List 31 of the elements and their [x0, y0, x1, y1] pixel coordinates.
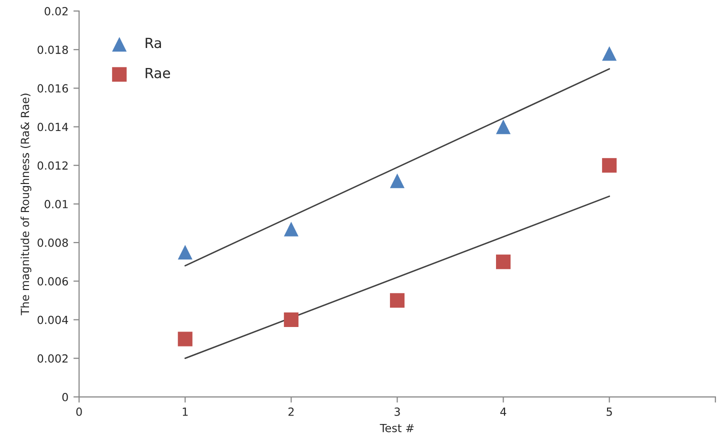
x-tick-label: 4 [500, 408, 506, 416]
point [496, 120, 511, 134]
y-tick-label: 0.002 [38, 354, 68, 363]
y-tick-label: 0.012 [38, 161, 68, 170]
point [602, 158, 617, 173]
y-tick-label: 0.006 [38, 277, 68, 286]
y-axis-title: The magnitude of Roughness (Ra& Rae) [20, 94, 32, 316]
x-tick-label: 3 [394, 408, 400, 416]
point [178, 244, 192, 260]
point [602, 46, 617, 61]
legend-label: Rae [146, 68, 170, 78]
x-tick-label: 1 [182, 408, 188, 416]
point [390, 174, 405, 188]
point [284, 312, 298, 328]
y-tick-label: 0 [62, 392, 68, 402]
y-tick-label: 0.01 [44, 200, 68, 208]
x-tick-label: 2 [288, 408, 294, 416]
point [284, 222, 298, 236]
y-tick-label: 0.018 [38, 46, 68, 54]
point [496, 254, 511, 270]
x-axis-title: Test # [380, 424, 414, 432]
y-tick-label: 0.014 [38, 122, 68, 132]
x-tick-label: 0 [76, 408, 82, 416]
y-tick-label: 0.004 [38, 316, 68, 324]
point [390, 293, 405, 308]
legend-label: Ra [146, 38, 161, 48]
y-tick-label: 0.02 [44, 7, 68, 16]
y-tick-label: 0.016 [38, 84, 68, 93]
y-tick-label: 0.008 [38, 238, 68, 247]
point [178, 332, 192, 346]
x-tick-label: 5 [606, 408, 612, 416]
